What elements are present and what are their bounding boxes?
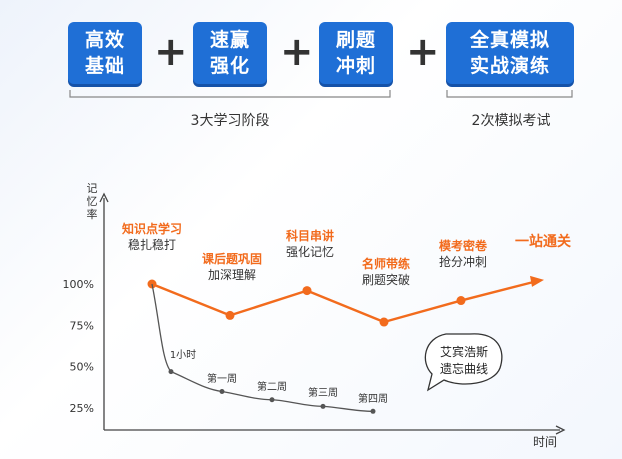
stage-point-label: 科目串讲 [286,228,334,243]
stage-box-line2: 冲刺 [335,55,376,77]
forgetting-point-label: 第三周 [308,386,338,399]
forgetting-curve-point [219,388,225,394]
stage-box-line2: 强化 [209,55,250,77]
y-axis-label: 忆 [87,195,98,208]
end-label: 一站通关 [515,233,571,250]
stage-box-line1: 全真模拟 [469,29,550,51]
stage-point-label: 课后题巩固 [202,251,262,266]
learning-path-line [151,280,535,324]
forgetting-point-label: 第四周 [358,392,388,405]
stage-point-sublabel: 稳扎稳打 [128,237,176,252]
mock-count-label: 2次模拟考试 [471,113,551,129]
learning-path-point [456,296,466,306]
stage-point-label: 模考密卷 [439,238,488,253]
plus-sign: + [280,29,314,75]
y-tick-label: 25% [70,402,94,415]
stage-box-sprint: 刷题 冲刺 [319,22,393,84]
stage-box-line1: 速赢 [209,29,250,51]
ebbinghaus-bubble [424,333,503,392]
x-axis-label: 时间 [533,435,557,449]
forgetting-curve-point [370,408,376,414]
forgetting-curve-point [269,397,275,403]
plus-sign: + [406,29,440,75]
y-tick-label: 75% [70,319,94,332]
stage-point-sublabel: 抢分冲刺 [439,254,487,269]
stage-box-line1: 刷题 [335,29,376,51]
stage-box-line2: 基础 [84,55,125,77]
x-axis-arrow [555,425,566,435]
forgetting-curve-point [320,403,326,409]
stage-box-line1: 高效 [84,29,125,51]
stage-count-label: 3大学习阶段 [190,113,270,129]
forgetting-point-label: 第一周 [207,372,237,385]
learning-path-point [225,310,235,320]
y-tick-label: 100% [63,278,94,291]
learning-path-point [379,317,389,327]
brace-mock [446,90,573,98]
brace-stages [69,90,391,98]
y-tick-label: 50% [70,361,94,374]
learning-path-arrow [530,275,544,287]
stage-point-sublabel: 强化记忆 [286,245,334,259]
stage-point-sublabel: 刷题突破 [362,272,410,287]
forgetting-point-label: 1小时 [170,349,196,361]
stage-point-sublabel: 加深理解 [208,268,256,282]
forgetting-curve-point [168,369,174,375]
y-axis-label: 率 [87,207,98,221]
stage-braces [69,90,573,98]
bubble-line1: 艾宾浩斯 [440,344,488,359]
bubble-line2: 遗忘曲线 [440,361,488,376]
stage-box-line2: 实战演练 [469,55,550,77]
forgetting-point-label: 第二周 [257,380,287,393]
stage-box-mock-exam: 全真模拟 实战演练 [446,22,574,84]
stage-point-label: 知识点学习 [121,221,182,236]
y-axis-label: 记 [87,182,98,195]
learning-path-point [302,286,312,296]
plus-sign: + [154,29,188,75]
y-axis-arrow [99,192,109,203]
stage-box-strengthen: 速赢 强化 [193,22,267,84]
stage-point-label: 名师带练 [362,256,410,271]
stage-box-basic: 高效 基础 [68,22,142,84]
